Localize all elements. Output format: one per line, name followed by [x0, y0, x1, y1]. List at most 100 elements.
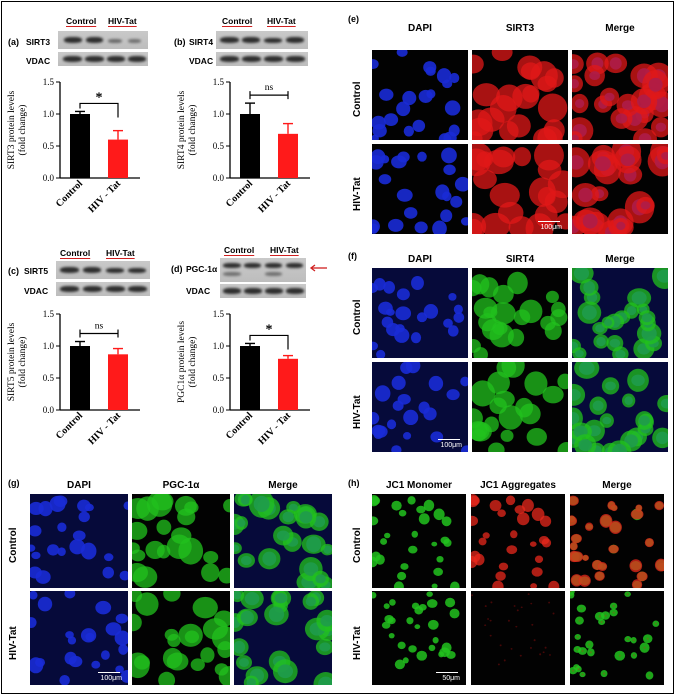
bar	[70, 114, 90, 178]
bar	[108, 354, 128, 410]
micrograph-tile	[372, 144, 468, 234]
x-tick-label: Control	[54, 178, 85, 209]
y-tick-label: 0.0	[213, 173, 225, 183]
scale-bar-label: 100μm	[100, 675, 122, 682]
micrograph-tile	[372, 268, 468, 358]
micrograph-tile	[471, 591, 565, 685]
significance-label: *	[266, 322, 273, 337]
group-label-hivtat: HIV-Tat	[270, 245, 299, 255]
western-blot-image	[220, 284, 306, 298]
bar	[278, 358, 298, 410]
micrograph-tile	[572, 50, 668, 140]
micrograph-image	[572, 144, 668, 234]
micrograph-image	[234, 591, 332, 685]
micrograph-tile	[234, 591, 332, 685]
group-label-control: Control	[224, 245, 255, 255]
micrograph-tile	[132, 591, 230, 685]
y-tick-label: 0.0	[43, 405, 55, 415]
column-title: DAPI	[67, 480, 91, 491]
blot-target-label: SIRT4	[189, 37, 214, 47]
y-tick-label: 0.5	[43, 141, 55, 151]
blot-loading-label: VDAC	[24, 286, 49, 296]
group-label-hivtat: HIV-Tat	[106, 248, 135, 258]
y-tick-label: 1.5	[43, 77, 55, 87]
micrograph-tile	[472, 50, 568, 140]
micrograph-tile	[570, 591, 664, 685]
column-title: DAPI	[408, 254, 432, 265]
panel-label-e: (e)	[348, 14, 359, 24]
micrograph-image	[472, 362, 568, 452]
micrograph-tile	[472, 362, 568, 452]
y-axis-label: (fold change)	[17, 337, 28, 388]
row-label: Control	[352, 299, 363, 335]
scale-bar-label: 100μm	[540, 224, 562, 231]
western-blot-image	[58, 31, 148, 49]
western-blot-image	[216, 52, 308, 66]
y-axis-label: (fold change)	[187, 337, 198, 388]
blot-target-label: SIRT3	[26, 37, 51, 47]
x-tick-label: HIV - Tat	[86, 410, 123, 447]
scale-bar-label: 50μm	[442, 675, 460, 682]
micrograph-tile	[572, 268, 668, 358]
y-tick-label: 1.5	[213, 77, 225, 87]
x-tick-label: Control	[224, 410, 255, 441]
column-title: SIRT4	[505, 254, 535, 265]
micrograph-image	[472, 268, 568, 358]
micrograph-tile	[570, 494, 664, 588]
column-title: DAPI	[408, 23, 432, 34]
micrograph-image	[372, 268, 468, 358]
panel-label-a: (a)	[8, 37, 19, 47]
y-tick-label: 1.0	[43, 341, 55, 351]
panel-label-f: (f)	[348, 251, 357, 261]
micrograph-image	[572, 268, 668, 358]
micrograph-image	[132, 591, 230, 685]
blot-target-label: PGC-1α	[186, 264, 218, 274]
micrograph-image	[30, 494, 128, 588]
y-tick-label: 1.5	[43, 309, 55, 319]
y-axis-label: SIRT4 protein levels	[177, 90, 187, 169]
group-label-control: Control	[222, 16, 253, 26]
y-axis-label: PGC1α protein levels	[177, 321, 187, 403]
blot-loading-label: VDAC	[189, 56, 214, 66]
micrograph-image	[572, 50, 668, 140]
micrograph-tile: 100μm	[372, 362, 468, 452]
y-tick-label: 0.5	[43, 373, 55, 383]
bar	[240, 346, 260, 410]
scale-bar-label: 100μm	[440, 442, 462, 449]
y-axis-label: (fold change)	[17, 105, 28, 156]
y-tick-label: 0.5	[213, 373, 225, 383]
y-axis-label: SIRT3 protein levels	[7, 90, 17, 169]
micrograph-tile: 50μm	[372, 591, 466, 685]
micrograph-image	[132, 494, 230, 588]
row-label: Control	[352, 527, 363, 563]
scale-bar	[436, 671, 458, 673]
y-axis-label: SIRT5 protein levels	[7, 322, 17, 401]
bar	[108, 139, 128, 178]
column-title: JC1 Monomer	[385, 480, 453, 491]
row-label: Control	[8, 527, 19, 563]
panel-label-g: (g)	[8, 478, 20, 488]
column-title: Merge	[605, 254, 635, 265]
micrograph-tile: 100μm	[30, 591, 128, 685]
blot-target-label: SIRT5	[24, 266, 49, 276]
micrograph-tile	[472, 268, 568, 358]
bar	[70, 346, 90, 410]
micrograph-image	[30, 591, 128, 685]
column-title: Merge	[605, 23, 635, 34]
panel-label-h: (h)	[348, 478, 360, 488]
x-tick-label: HIV - Tat	[86, 178, 123, 215]
group-label-hivtat: HIV-Tat	[108, 16, 137, 26]
bar	[278, 133, 298, 178]
micrograph-image	[471, 591, 565, 685]
panel-label-d: (d)	[171, 264, 183, 274]
significance-label: *	[96, 90, 103, 105]
micrograph-tile	[471, 494, 565, 588]
micrograph-image	[372, 494, 466, 588]
column-title: Merge	[268, 480, 298, 491]
y-tick-label: 1.0	[213, 109, 225, 119]
y-tick-label: 1.0	[213, 341, 225, 351]
scale-bar	[538, 220, 560, 222]
blot-loading-label: VDAC	[186, 286, 211, 296]
micrograph-tile	[372, 494, 466, 588]
